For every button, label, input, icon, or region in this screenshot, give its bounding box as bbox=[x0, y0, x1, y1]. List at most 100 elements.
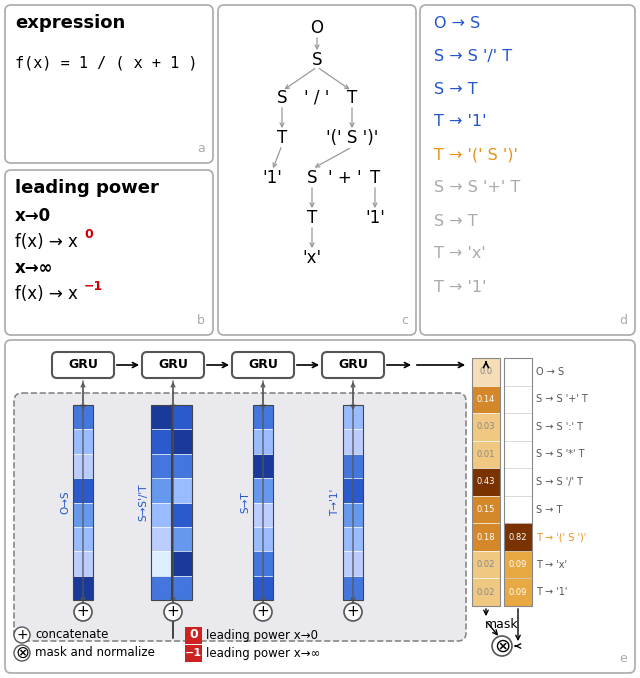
Bar bbox=[504, 496, 532, 523]
Text: T → '1': T → '1' bbox=[536, 587, 568, 597]
Text: e: e bbox=[620, 652, 627, 665]
Bar bbox=[172, 405, 192, 600]
Bar bbox=[253, 478, 273, 502]
Text: 0.02: 0.02 bbox=[477, 588, 495, 597]
Text: T → 'x': T → 'x' bbox=[434, 247, 486, 262]
Bar bbox=[472, 523, 500, 551]
Text: GRU: GRU bbox=[248, 359, 278, 372]
Bar bbox=[504, 386, 532, 413]
Bar bbox=[253, 576, 273, 600]
Bar bbox=[472, 578, 500, 606]
Bar bbox=[504, 468, 532, 496]
Bar bbox=[343, 429, 363, 454]
Text: '1': '1' bbox=[262, 169, 282, 187]
Text: f(x) → x: f(x) → x bbox=[15, 285, 78, 303]
Bar bbox=[185, 645, 202, 662]
Text: leading power x→∞: leading power x→∞ bbox=[206, 647, 321, 660]
Bar bbox=[472, 358, 500, 606]
Text: S: S bbox=[312, 51, 323, 69]
Text: +: + bbox=[347, 605, 360, 620]
Text: T → '(' S ')': T → '(' S ')' bbox=[434, 148, 518, 163]
Text: 0.0: 0.0 bbox=[479, 367, 493, 376]
Text: S → S '/' T: S → S '/' T bbox=[536, 477, 583, 487]
Text: 0.43: 0.43 bbox=[477, 477, 495, 487]
Bar bbox=[253, 551, 273, 576]
Text: GRU: GRU bbox=[68, 359, 98, 372]
Bar bbox=[472, 551, 500, 578]
Text: 0.02: 0.02 bbox=[477, 560, 495, 569]
Text: S: S bbox=[276, 89, 287, 107]
Bar bbox=[73, 551, 93, 576]
Text: 0.14: 0.14 bbox=[477, 395, 495, 404]
Text: x→∞: x→∞ bbox=[15, 259, 54, 277]
Text: −1: −1 bbox=[84, 281, 103, 294]
Bar bbox=[253, 454, 273, 478]
Bar bbox=[472, 358, 500, 386]
Text: S → S '+' T: S → S '+' T bbox=[536, 395, 588, 404]
Text: S → S '/' T: S → S '/' T bbox=[434, 49, 512, 64]
Bar bbox=[504, 578, 532, 606]
Bar bbox=[172, 405, 192, 429]
Bar bbox=[151, 405, 171, 429]
Text: 0.01: 0.01 bbox=[477, 450, 495, 459]
Bar bbox=[151, 502, 171, 527]
FancyBboxPatch shape bbox=[322, 352, 384, 378]
Text: mask and normalize: mask and normalize bbox=[35, 647, 155, 660]
Circle shape bbox=[74, 603, 92, 621]
Text: concatenate: concatenate bbox=[35, 629, 108, 641]
Circle shape bbox=[14, 627, 30, 643]
Bar bbox=[504, 413, 532, 441]
Bar bbox=[151, 429, 171, 454]
Text: +: + bbox=[166, 605, 179, 620]
Text: −1: −1 bbox=[185, 648, 202, 658]
Text: 0.09: 0.09 bbox=[509, 560, 527, 569]
Text: O→S: O→S bbox=[60, 491, 70, 515]
Bar bbox=[343, 576, 363, 600]
Text: +: + bbox=[16, 628, 28, 642]
Text: leading power: leading power bbox=[15, 179, 159, 197]
Bar bbox=[343, 551, 363, 576]
Text: S→S'/'T: S→S'/'T bbox=[138, 483, 148, 521]
Text: S → S '*' T: S → S '*' T bbox=[536, 450, 584, 460]
Bar bbox=[172, 502, 192, 527]
Text: S → T: S → T bbox=[434, 81, 477, 96]
Bar bbox=[504, 551, 532, 578]
Text: S → T: S → T bbox=[536, 504, 563, 515]
Bar bbox=[343, 527, 363, 551]
Bar bbox=[504, 358, 532, 386]
Text: x→0: x→0 bbox=[15, 207, 51, 225]
Text: 0: 0 bbox=[84, 228, 93, 241]
Circle shape bbox=[254, 603, 272, 621]
Bar bbox=[73, 478, 93, 502]
Text: T→'1': T→'1' bbox=[330, 489, 340, 516]
Bar bbox=[472, 441, 500, 468]
Text: expression: expression bbox=[15, 14, 125, 32]
Bar bbox=[151, 576, 171, 600]
Text: T → '(' S ')': T → '(' S ')' bbox=[536, 532, 586, 542]
Text: ⊗: ⊗ bbox=[494, 637, 510, 656]
FancyBboxPatch shape bbox=[52, 352, 114, 378]
Circle shape bbox=[344, 603, 362, 621]
Text: +: + bbox=[77, 605, 90, 620]
Text: T: T bbox=[307, 209, 317, 227]
Text: 0.18: 0.18 bbox=[477, 533, 495, 542]
Bar bbox=[172, 478, 192, 502]
Bar bbox=[504, 358, 532, 606]
Bar bbox=[472, 468, 500, 496]
Bar bbox=[343, 454, 363, 478]
Bar bbox=[253, 527, 273, 551]
Circle shape bbox=[492, 636, 512, 656]
FancyBboxPatch shape bbox=[5, 340, 635, 673]
Text: S → S '+' T: S → S '+' T bbox=[434, 180, 520, 195]
FancyBboxPatch shape bbox=[142, 352, 204, 378]
Text: GRU: GRU bbox=[338, 359, 368, 372]
Text: ' / ': ' / ' bbox=[304, 89, 330, 107]
Bar bbox=[73, 405, 93, 600]
FancyBboxPatch shape bbox=[420, 5, 635, 335]
Text: c: c bbox=[401, 314, 408, 327]
Text: S → S ':' T: S → S ':' T bbox=[536, 422, 583, 432]
Text: +: + bbox=[257, 605, 269, 620]
Bar bbox=[472, 386, 500, 413]
Circle shape bbox=[14, 645, 30, 661]
Bar bbox=[73, 405, 93, 429]
